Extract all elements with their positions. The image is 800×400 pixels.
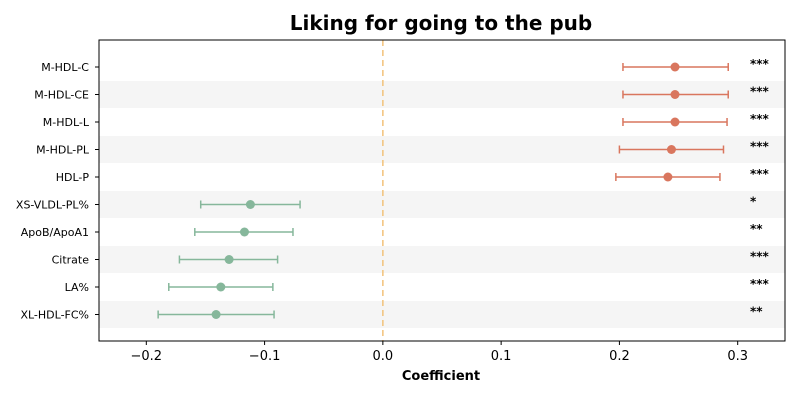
- category-label: M-HDL-CE: [34, 89, 89, 102]
- data-row: Citrate ***: [52, 250, 770, 267]
- x-axis-label: Coefficient: [402, 369, 480, 384]
- significance-label: ***: [750, 85, 770, 99]
- estimate-point: [224, 255, 234, 264]
- significance-label: ***: [750, 57, 770, 71]
- estimate-point: [245, 200, 255, 209]
- data-row: M-HDL-L ***: [43, 112, 770, 129]
- significance-label: ***: [750, 112, 770, 126]
- estimate-point: [239, 227, 249, 237]
- significance-label: ***: [750, 277, 770, 291]
- data-row: XL-HDL-FC% **: [20, 305, 763, 322]
- category-label: XS-VLDL-PL%: [16, 199, 89, 212]
- data-row: M-HDL-CE ***: [34, 85, 769, 102]
- significance-label: ***: [750, 250, 770, 264]
- estimate-point: [670, 62, 680, 72]
- x-tick-label: 0.3: [727, 349, 748, 364]
- x-tick-label: −0.2: [131, 349, 163, 364]
- x-tick-label: −0.1: [249, 349, 281, 364]
- estimate-point: [216, 282, 226, 292]
- estimate-point: [211, 310, 221, 319]
- category-label: LA%: [65, 281, 89, 294]
- plot-frame: [98, 39, 786, 342]
- category-label: ApoB/ApoA1: [21, 226, 89, 239]
- estimate-point: [666, 145, 676, 154]
- estimate-point: [670, 117, 680, 127]
- x-tick-label: 0.1: [491, 349, 512, 364]
- estimate-point: [670, 90, 680, 99]
- data-rows: M-HDL-C ***M-HDL-CE ***M-HDL-L ***M-HDL-PL *…: [16, 57, 770, 322]
- category-label: XL-HDL-FC%: [20, 309, 89, 322]
- category-label: Citrate: [52, 254, 90, 267]
- significance-label: **: [750, 222, 763, 236]
- category-label: M-HDL-L: [43, 116, 90, 129]
- category-label: M-HDL-PL: [36, 144, 90, 157]
- data-row: HDL-P ***: [56, 167, 770, 184]
- significance-label: ***: [750, 140, 770, 154]
- data-row: M-HDL-C ***: [41, 57, 769, 74]
- data-row: LA% ***: [65, 277, 770, 294]
- significance-label: ***: [750, 167, 770, 181]
- chart-title: Liking for going to the pub: [290, 11, 592, 35]
- significance-label: *: [750, 195, 757, 209]
- category-label: HDL-P: [56, 171, 90, 184]
- data-row: M-HDL-PL ***: [36, 140, 769, 157]
- x-axis: −0.2 −0.1 0.0 0.1 0.2 0.3: [131, 341, 748, 364]
- x-tick-label: 0.2: [609, 349, 630, 364]
- significance-label: **: [750, 305, 763, 319]
- data-row: ApoB/ApoA1 **: [21, 222, 764, 239]
- data-row: XS-VLDL-PL% *: [16, 195, 757, 212]
- x-tick-label: 0.0: [373, 349, 394, 364]
- category-label: M-HDL-C: [41, 61, 89, 74]
- estimate-point: [663, 172, 673, 182]
